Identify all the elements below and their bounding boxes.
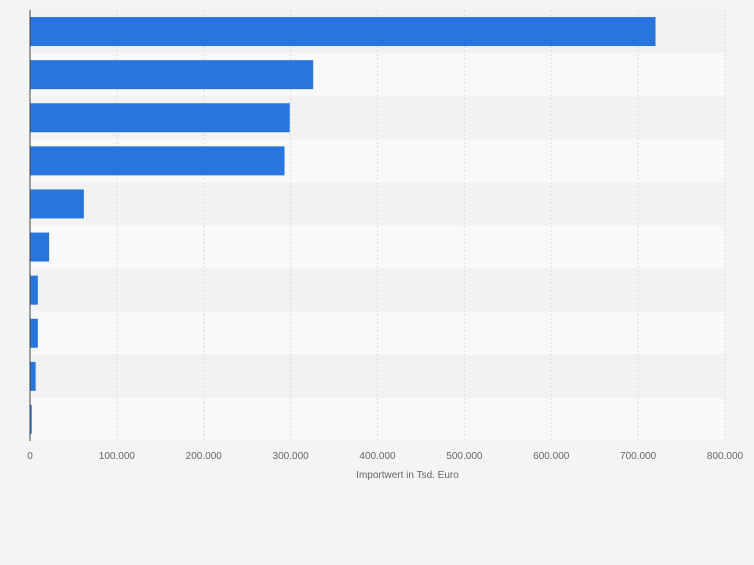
x-tick-label: 400.000 — [359, 451, 396, 462]
x-tick-label: 0 — [27, 451, 33, 462]
x-axis-ticks: 0 100.000 200.000 300.000 400.000 500.000 600.… — [27, 451, 743, 462]
bar-4 — [30, 146, 285, 176]
x-tick-label: 700.000 — [620, 451, 657, 462]
bar-2 — [30, 60, 314, 90]
bar-1 — [30, 17, 656, 47]
bar-10 — [30, 404, 32, 434]
x-tick-label: 500.000 — [446, 451, 483, 462]
bar-8 — [30, 318, 38, 348]
bar-9 — [30, 361, 36, 391]
bar-5 — [30, 189, 84, 219]
x-tick-label: 100.000 — [99, 451, 136, 462]
x-tick-label: 300.000 — [273, 451, 310, 462]
x-axis-title: Importwert in Tsd. Euro — [356, 470, 459, 481]
bar-7 — [30, 275, 38, 305]
x-tick-label: 800.000 — [707, 451, 744, 462]
bar-3 — [30, 103, 290, 133]
x-tick-label: 600.000 — [533, 451, 570, 462]
bars — [30, 17, 656, 434]
bar-6 — [30, 232, 50, 262]
x-tick-label: 200.000 — [186, 451, 223, 462]
